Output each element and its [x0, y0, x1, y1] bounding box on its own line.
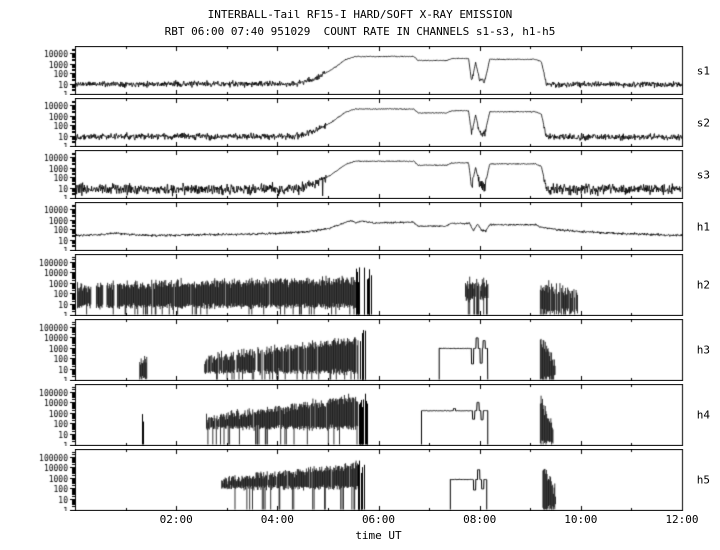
- panel-plot-h1: [0, 202, 720, 251]
- panel-label-h4: h4: [696, 408, 710, 422]
- x-tick-02:00: 02:00: [159, 513, 193, 526]
- panel-plot-h4: [0, 384, 720, 446]
- panel-s1: s1: [0, 46, 720, 95]
- x-tick-04:00: 04:00: [260, 513, 294, 526]
- panel-label-h1: h1: [696, 220, 710, 233]
- panel-label-h2: h2: [696, 278, 710, 292]
- panel-label-s2: s2: [696, 116, 710, 129]
- x-tick-06:00: 06:00: [361, 513, 396, 526]
- panel-s2: s2: [0, 98, 720, 147]
- panel-label-s3: s3: [696, 168, 710, 181]
- panel-h3: h3: [0, 319, 720, 381]
- panel-plot-h3: [0, 319, 720, 381]
- panel-label-h3: h3: [696, 343, 710, 357]
- panel-s3: s3: [0, 150, 720, 199]
- chart-title: INTERBALL-Tail RF15-I HARD/SOFT X-RAY EM…: [207, 8, 513, 21]
- x-tick-10:00: 10:00: [564, 513, 598, 526]
- x-axis-label: time UT: [355, 529, 402, 542]
- panel-h4: h4: [0, 384, 720, 446]
- x-tick-08:00: 08:00: [463, 513, 497, 526]
- panel-h1: h1: [0, 202, 720, 251]
- panel-label-s1: s1: [696, 64, 710, 77]
- panel-plot-s3: [0, 150, 720, 199]
- panel-h2: h2: [0, 254, 720, 316]
- panel-plot-h5: [0, 449, 720, 511]
- panel-h5: h5: [0, 449, 720, 511]
- panel-label-h5: h5: [696, 473, 710, 487]
- panel-plot-h2: [0, 254, 720, 316]
- chart-subtitle: RBT 06:00 07:40 951029 COUNT RATE IN CHA…: [164, 25, 556, 38]
- panel-plot-s2: [0, 98, 720, 147]
- panel-plot-s1: [0, 46, 720, 95]
- x-tick-12:00: 12:00: [665, 513, 699, 526]
- x-tick-labels: 02:00 04:00 06:00 08:00 10:00 12:00: [0, 513, 720, 527]
